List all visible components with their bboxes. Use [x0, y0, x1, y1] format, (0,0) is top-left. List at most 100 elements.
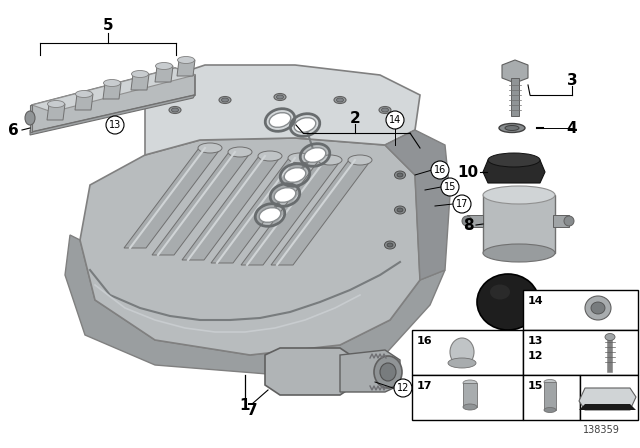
Bar: [467, 215, 483, 227]
Ellipse shape: [591, 302, 605, 314]
Polygon shape: [265, 348, 355, 395]
Circle shape: [386, 111, 404, 129]
Ellipse shape: [379, 107, 391, 113]
Text: 8: 8: [463, 217, 474, 233]
Polygon shape: [155, 66, 173, 82]
Ellipse shape: [304, 148, 326, 162]
Ellipse shape: [490, 284, 510, 300]
Circle shape: [394, 379, 412, 397]
Text: 12: 12: [528, 351, 543, 361]
Polygon shape: [590, 296, 595, 302]
Polygon shape: [75, 94, 93, 110]
Text: 12: 12: [397, 383, 409, 393]
Ellipse shape: [219, 96, 231, 103]
Polygon shape: [579, 388, 636, 410]
Text: 11: 11: [499, 337, 520, 353]
Text: 14: 14: [389, 115, 401, 125]
Ellipse shape: [177, 56, 195, 64]
Polygon shape: [271, 160, 371, 265]
Ellipse shape: [47, 100, 65, 108]
Ellipse shape: [258, 151, 282, 161]
Circle shape: [431, 161, 449, 179]
Polygon shape: [552, 295, 618, 308]
Ellipse shape: [198, 143, 222, 153]
Text: 138359: 138359: [583, 425, 620, 435]
Ellipse shape: [585, 296, 611, 320]
Ellipse shape: [462, 216, 472, 226]
Bar: [412, 375, 523, 420]
Ellipse shape: [318, 155, 342, 165]
Ellipse shape: [334, 96, 346, 103]
Text: 16: 16: [434, 165, 446, 175]
Text: 2: 2: [349, 111, 360, 125]
Text: 15: 15: [444, 182, 456, 192]
Polygon shape: [30, 95, 195, 135]
Ellipse shape: [374, 356, 402, 388]
Ellipse shape: [131, 70, 148, 78]
Text: 13: 13: [109, 120, 121, 130]
Ellipse shape: [463, 404, 477, 410]
Ellipse shape: [605, 333, 615, 340]
Ellipse shape: [387, 243, 393, 247]
Polygon shape: [32, 68, 195, 112]
Ellipse shape: [288, 153, 312, 163]
Ellipse shape: [499, 124, 525, 133]
Polygon shape: [385, 130, 450, 280]
Polygon shape: [145, 65, 420, 155]
Text: 14: 14: [528, 296, 543, 306]
Ellipse shape: [104, 79, 120, 86]
Polygon shape: [483, 160, 545, 183]
Polygon shape: [177, 60, 195, 76]
Polygon shape: [80, 138, 420, 355]
Text: 13: 13: [528, 336, 543, 346]
Polygon shape: [580, 296, 585, 302]
Ellipse shape: [483, 244, 555, 262]
Polygon shape: [47, 104, 65, 120]
Ellipse shape: [505, 125, 519, 130]
Bar: [523, 290, 638, 330]
Text: 4: 4: [566, 121, 577, 135]
Bar: [544, 382, 556, 410]
Polygon shape: [124, 148, 221, 248]
Ellipse shape: [488, 153, 540, 167]
Ellipse shape: [544, 379, 556, 384]
Ellipse shape: [276, 95, 284, 99]
Ellipse shape: [544, 408, 556, 413]
Ellipse shape: [397, 173, 403, 177]
Ellipse shape: [76, 90, 93, 98]
Ellipse shape: [483, 186, 555, 204]
Ellipse shape: [385, 241, 396, 249]
Ellipse shape: [564, 216, 574, 226]
Ellipse shape: [25, 111, 35, 125]
Ellipse shape: [274, 94, 286, 100]
Circle shape: [441, 178, 459, 196]
Text: 9: 9: [585, 313, 595, 327]
Polygon shape: [152, 152, 251, 255]
Text: 6: 6: [8, 122, 19, 138]
Ellipse shape: [228, 147, 252, 157]
Ellipse shape: [169, 107, 181, 113]
Ellipse shape: [269, 112, 291, 127]
Bar: [580, 375, 638, 420]
Bar: [523, 330, 638, 375]
Circle shape: [106, 116, 124, 134]
Bar: [511, 78, 519, 116]
Text: 5: 5: [102, 17, 113, 33]
Polygon shape: [560, 296, 565, 302]
Text: 16: 16: [417, 336, 433, 346]
Ellipse shape: [294, 118, 316, 132]
Circle shape: [453, 195, 471, 213]
Text: 1: 1: [240, 397, 250, 413]
Polygon shape: [600, 296, 605, 302]
Ellipse shape: [274, 188, 296, 202]
Bar: [553, 215, 569, 227]
Polygon shape: [502, 60, 528, 83]
Ellipse shape: [337, 98, 344, 102]
Ellipse shape: [348, 155, 372, 165]
Ellipse shape: [394, 171, 406, 179]
Polygon shape: [570, 296, 575, 302]
Ellipse shape: [380, 363, 396, 381]
Polygon shape: [30, 105, 32, 132]
Text: 3: 3: [566, 73, 577, 87]
Bar: [463, 383, 477, 407]
